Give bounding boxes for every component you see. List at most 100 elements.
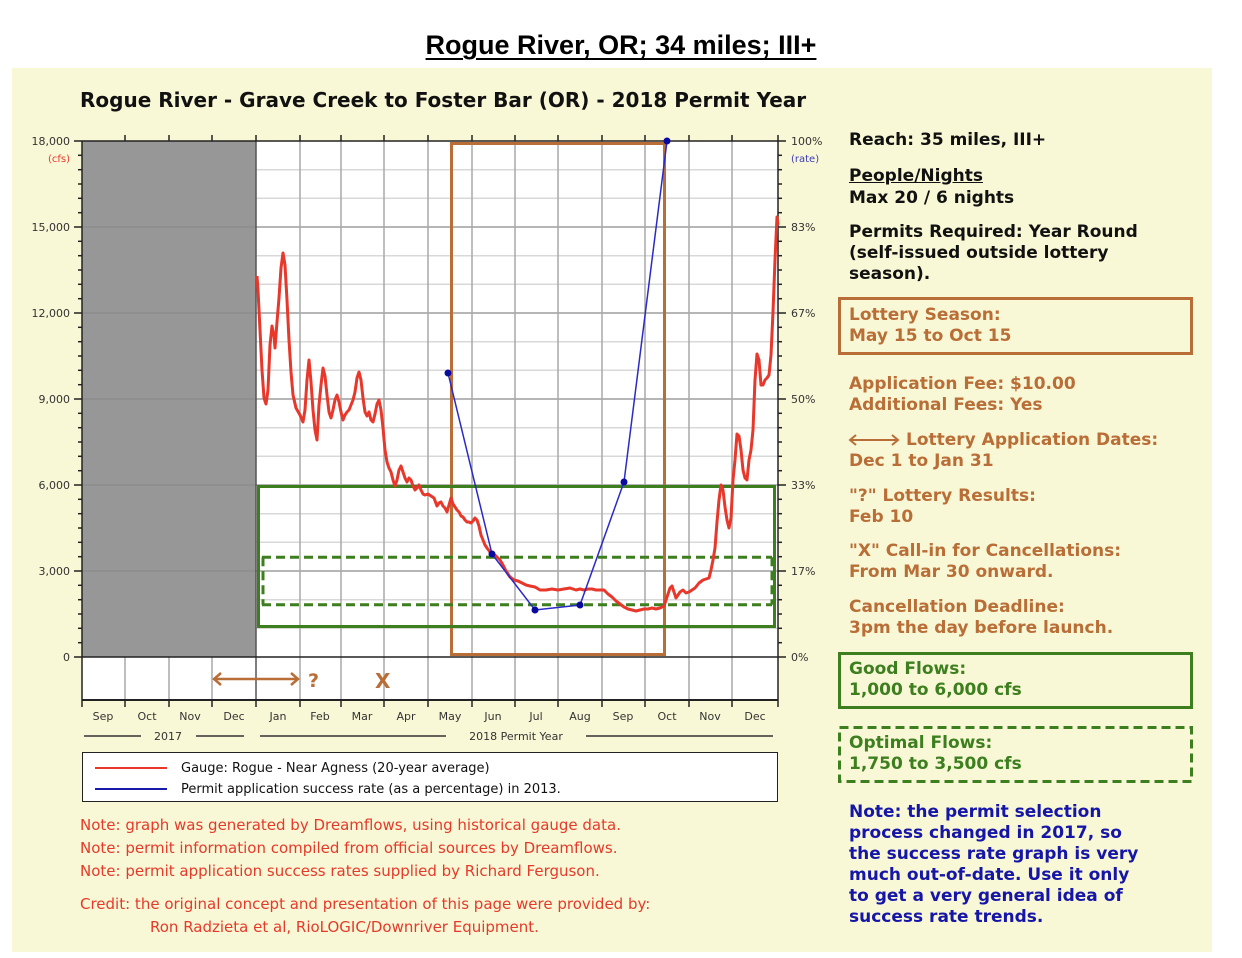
people-nights-title: People/Nights — [849, 166, 983, 186]
permits-required-line2: (self-issued outside lottery — [849, 243, 1109, 263]
svg-text:May: May — [439, 710, 462, 723]
double-arrow-icon — [848, 434, 900, 446]
optimal-flows-title: Optimal Flows: — [849, 733, 993, 753]
svg-text:Dec: Dec — [744, 710, 765, 723]
svg-text:100%: 100% — [791, 135, 822, 148]
svg-text:12,000: 12,000 — [32, 307, 71, 320]
svg-text:Nov: Nov — [179, 710, 201, 723]
process-note-line: process changed in 2017, so — [849, 823, 1122, 843]
svg-text:50%: 50% — [791, 393, 815, 406]
optimal-flows-legend-box — [838, 726, 1193, 783]
svg-text:17%: 17% — [791, 565, 815, 578]
svg-text:3,000: 3,000 — [39, 565, 71, 578]
lottery-season-legend-box — [838, 297, 1193, 355]
lottery-season-box — [450, 142, 666, 656]
right-axis-labels: 100% (rate) 83% 67% 50% 33% 17% 0% — [791, 135, 822, 664]
svg-text:Oct: Oct — [657, 710, 677, 723]
lottery-results-marker: ? — [308, 670, 319, 692]
good-flows-box — [257, 485, 776, 628]
optimal-flows-box — [261, 555, 774, 607]
svg-text:Oct: Oct — [137, 710, 157, 723]
good-flows-legend-box — [838, 652, 1193, 709]
lottery-season-value: May 15 to Oct 15 — [849, 326, 1012, 346]
application-dates-title: Lottery Application Dates: — [906, 430, 1159, 450]
page-title: Rogue River, OR; 34 miles; III+ — [0, 30, 1242, 61]
lottery-results-title: "?" Lottery Results: — [849, 486, 1036, 506]
chart-title: Rogue River - Grave Creek to Foster Bar … — [80, 88, 807, 112]
year-2017-label: 2017 — [154, 730, 182, 743]
note-line: Note: permit information compiled from o… — [80, 839, 618, 857]
process-note-line: the success rate graph is very — [849, 844, 1139, 864]
svg-text:Aug: Aug — [569, 710, 590, 723]
success-rate-line — [447, 140, 668, 611]
svg-text:15,000: 15,000 — [32, 221, 71, 234]
blue-line-swatch — [95, 788, 167, 790]
x-axis-ticks — [81, 135, 779, 707]
right-axis-ticks — [778, 140, 786, 658]
svg-text:83%: 83% — [791, 221, 815, 234]
svg-text:Jan: Jan — [269, 710, 287, 723]
reach-info: Reach: 35 miles, III+ — [849, 130, 1047, 150]
cancellation-marker: X — [375, 669, 391, 693]
legend-label: Gauge: Rogue - Near Agness (20-year aver… — [181, 760, 490, 776]
good-flows-title: Good Flows: — [849, 659, 967, 679]
year-2018-label: 2018 Permit Year — [469, 730, 563, 743]
left-axis-labels: 18,000 (cfs) 15,000 12,000 9,000 6,000 3… — [32, 135, 71, 664]
cancellation-deadline-value: 3pm the day before launch. — [849, 618, 1114, 638]
permits-required-line1: Permits Required: Year Round — [849, 222, 1138, 242]
callin-title: "X" Call-in for Cancellations: — [849, 541, 1122, 561]
legend-item-success-rate: Permit application success rate (as a pe… — [95, 779, 561, 799]
svg-text:0%: 0% — [791, 651, 808, 664]
month-gridlines — [124, 141, 733, 700]
svg-text:Nov: Nov — [699, 710, 721, 723]
svg-text:18,000: 18,000 — [32, 135, 71, 148]
lottery-results-value: Feb 10 — [849, 507, 914, 527]
chart-legend: Gauge: Rogue - Near Agness (20-year aver… — [82, 752, 778, 802]
svg-text:Jul: Jul — [528, 710, 542, 723]
good-flows-value: 1,000 to 6,000 cfs — [849, 680, 1022, 700]
svg-text:Mar: Mar — [352, 710, 373, 723]
cancellation-deadline-title: Cancellation Deadline: — [849, 597, 1065, 617]
people-nights-value: Max 20 / 6 nights — [849, 188, 1015, 208]
lottery-season-title: Lottery Season: — [849, 305, 1001, 325]
process-note-line: success rate trends. — [849, 907, 1044, 927]
process-note-line: much out-of-date. Use it only — [849, 865, 1130, 885]
application-dates-arrow-icon — [212, 672, 300, 686]
svg-text:Sep: Sep — [93, 710, 114, 723]
credit-line: Credit: the original concept and present… — [80, 895, 651, 913]
application-fee: Application Fee: $10.00 — [849, 374, 1076, 394]
svg-text:(cfs): (cfs) — [48, 154, 70, 165]
legend-item-gauge: Gauge: Rogue - Near Agness (20-year aver… — [95, 758, 490, 778]
svg-text:Feb: Feb — [310, 710, 329, 723]
red-line-swatch — [95, 767, 167, 769]
svg-text:Dec: Dec — [223, 710, 244, 723]
minor-gridlines — [256, 168, 778, 630]
legend-label: Permit application success rate (as a pe… — [181, 781, 561, 797]
note-line: Note: permit application success rates s… — [80, 862, 600, 880]
process-note-line: Note: the permit selection — [849, 802, 1102, 822]
credit: Credit: the original concept and present… — [80, 893, 650, 939]
svg-text:Sep: Sep — [613, 710, 634, 723]
callin-value: From Mar 30 onward. — [849, 562, 1054, 582]
additional-fees: Additional Fees: Yes — [849, 395, 1043, 415]
left-axis-ticks — [74, 140, 82, 658]
svg-text:(rate): (rate) — [791, 154, 819, 165]
credit-line: Ron Radzieta et al, RioLOGIC/Downriver E… — [150, 918, 539, 936]
svg-text:Jun: Jun — [483, 710, 501, 723]
svg-text:0: 0 — [63, 651, 70, 664]
note-line: Note: graph was generated by Dreamflows,… — [80, 816, 621, 834]
svg-text:6,000: 6,000 — [39, 479, 71, 492]
page-title-text: Rogue River, OR; 34 miles; III+ — [425, 30, 817, 60]
svg-text:Apr: Apr — [396, 710, 416, 723]
gauge-flow-line — [255, 215, 780, 613]
permits-required-line3: season). — [849, 264, 931, 284]
success-rate-points — [444, 137, 671, 614]
notes: Note: graph was generated by Dreamflows,… — [80, 814, 621, 883]
svg-text:9,000: 9,000 — [39, 393, 71, 406]
optimal-flows-value: 1,750 to 3,500 cfs — [849, 754, 1022, 774]
month-labels: Sep Oct Nov Dec Jan Feb Mar Apr May Jun … — [93, 710, 766, 723]
application-dates-value: Dec 1 to Jan 31 — [849, 451, 994, 471]
process-note-line: to get a very general idea of — [849, 886, 1123, 906]
svg-text:33%: 33% — [791, 479, 815, 492]
